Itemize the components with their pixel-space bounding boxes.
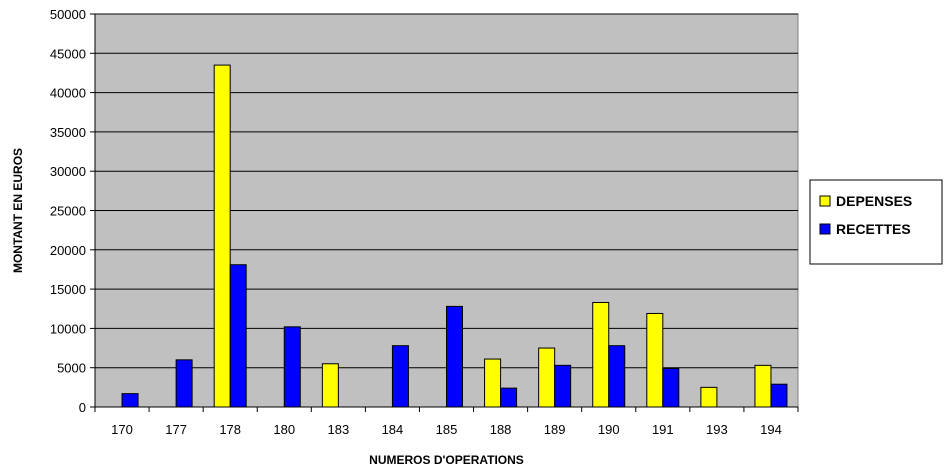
legend: DEPENSES RECETTES: [809, 179, 943, 265]
x-tick-label: 191: [652, 422, 674, 437]
y-tick-label: 20000: [50, 243, 86, 258]
x-tick-label: 183: [327, 422, 349, 437]
bar-depenses-189: [538, 347, 556, 408]
x-tick-label: 188: [490, 422, 512, 437]
bar-recettes-177: [175, 359, 193, 408]
y-axis-title: MONTANT EN EUROS: [11, 148, 25, 273]
x-tick-label: 185: [436, 422, 458, 437]
x-tick-label: 194: [760, 422, 782, 437]
bar-depenses-194: [754, 364, 772, 408]
x-tick-label: 184: [382, 422, 404, 437]
legend-label-recettes: RECETTES: [836, 221, 911, 237]
y-tick-label: 50000: [50, 7, 86, 22]
bars: [121, 64, 788, 408]
y-tick-label: 25000: [50, 204, 86, 219]
legend-swatch-recettes: [819, 223, 831, 235]
bar-depenses-183: [321, 363, 339, 408]
x-tick-label: 177: [165, 422, 187, 437]
bar-recettes-180: [283, 326, 301, 408]
x-tick-label: 189: [544, 422, 566, 437]
bar-depenses-193: [700, 386, 718, 408]
bar-recettes-194: [770, 383, 788, 408]
bar-recettes-190: [608, 345, 626, 408]
y-tick-label: 35000: [50, 125, 86, 140]
y-tick-label: 10000: [50, 321, 86, 336]
x-tick-label: 180: [273, 422, 295, 437]
y-axis: 0 5000 10000 15000 20000 25000 30000 35000 40000…: [50, 7, 96, 415]
bar-depenses-188: [484, 358, 502, 408]
bar-depenses-190: [592, 301, 610, 408]
x-tick-label: 178: [219, 422, 241, 437]
bar-recettes-170: [121, 393, 139, 408]
x-axis: 170 177 178 180 183 184 185 188 189 190 191 193 194: [94, 406, 799, 437]
legend-label-depenses: DEPENSES: [836, 193, 912, 209]
bar-depenses-178: [213, 64, 231, 408]
x-axis-title: NUMEROS D'OPERATIONS: [369, 453, 524, 467]
y-tick-label: 15000: [50, 282, 86, 297]
bar-recettes-188: [500, 387, 518, 408]
x-tick-label: 190: [598, 422, 620, 437]
bar-recettes-189: [554, 364, 572, 408]
x-tick-label: 193: [706, 422, 728, 437]
y-tick-label: 0: [79, 400, 86, 415]
y-tick-label: 30000: [50, 164, 86, 179]
x-tick-label: 170: [111, 422, 133, 437]
bar-recettes-184: [391, 345, 409, 408]
y-tick-label: 5000: [57, 361, 86, 376]
bar-depenses-191: [646, 312, 664, 408]
legend-box: [809, 179, 943, 265]
bar-recettes-191: [662, 367, 680, 408]
y-tick-label: 45000: [50, 46, 86, 61]
y-tick-label: 40000: [50, 86, 86, 101]
bar-recettes-178: [229, 264, 247, 408]
bar-recettes-185: [446, 305, 463, 408]
legend-swatch-depenses: [819, 195, 831, 207]
